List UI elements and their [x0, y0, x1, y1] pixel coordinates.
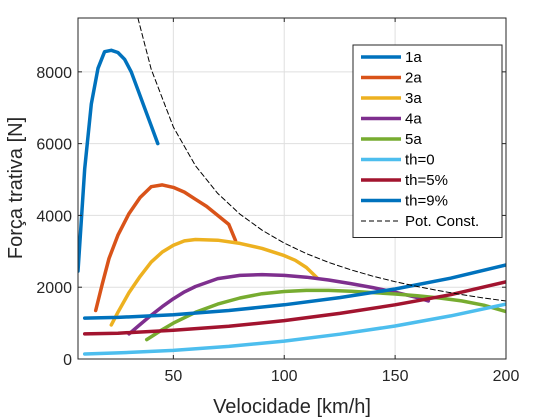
y-tick-label: 6000 — [36, 137, 72, 154]
y-tick-label: 0 — [63, 352, 72, 369]
legend-label: Pot. Const. — [405, 213, 479, 230]
x-tick-label: 50 — [164, 368, 182, 385]
x-tick-label: 100 — [271, 368, 298, 385]
legend-label: 1a — [405, 49, 422, 66]
legend-label: th=5% — [405, 172, 448, 189]
legend-label: 2a — [405, 70, 422, 87]
legend-label: th=9% — [405, 193, 448, 210]
legend-label: th=0 — [405, 152, 435, 169]
x-tick-label: 200 — [493, 368, 520, 385]
legend-label: 4a — [405, 111, 422, 128]
legend-label: 5a — [405, 131, 422, 148]
legend-label: 3a — [405, 90, 422, 107]
y-axis-label: Força trativa [N] — [5, 117, 27, 259]
y-tick-label: 8000 — [36, 65, 72, 82]
y-tick-label: 4000 — [36, 208, 72, 225]
x-tick-label: 150 — [382, 368, 409, 385]
x-axis-label: Velocidade [km/h] — [213, 396, 371, 418]
legend: 1a 2a 3a 4a 5a th=0 th=5% th=9% Pot. Const. — [353, 45, 502, 238]
y-tick-label: 2000 — [36, 280, 72, 297]
